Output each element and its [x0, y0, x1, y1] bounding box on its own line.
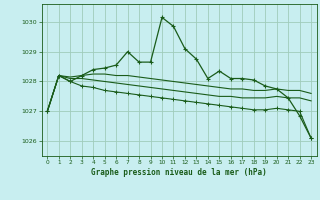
X-axis label: Graphe pression niveau de la mer (hPa): Graphe pression niveau de la mer (hPa)	[91, 168, 267, 177]
